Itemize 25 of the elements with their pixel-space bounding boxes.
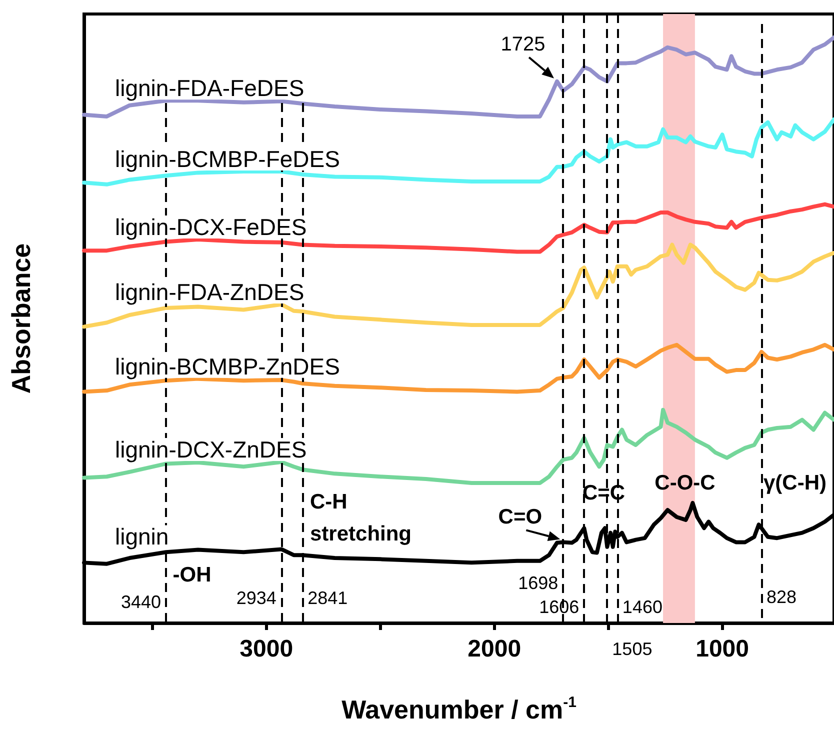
ref-line-label: 1460 (622, 597, 662, 617)
series-label: lignin-BCMBP-FeDES (115, 146, 340, 172)
series-label: lignin-FDA-FeDES (115, 75, 304, 102)
annotation: γ(C-H) (764, 472, 826, 494)
annotation: C=O (498, 506, 542, 529)
ref-line-label: 1698 (518, 573, 558, 593)
series-label: lignin-FDA-ZnDES (115, 278, 304, 305)
x-tick-label: 3000 (240, 636, 294, 662)
x-tick-label: 1000 (696, 636, 749, 662)
ref-line-label: 3440 (121, 592, 162, 612)
annotation: -OH (172, 564, 212, 586)
series-label: lignin-DCX-ZnDES (115, 436, 307, 462)
x-tick-label: 2000 (468, 636, 522, 662)
annotation: C-O-C (654, 472, 716, 494)
ref-line-label: 1606 (539, 597, 580, 617)
annotation: C-H stretching (310, 490, 412, 546)
ref-line-label: 2934 (236, 588, 276, 608)
series-label: lignin (115, 524, 169, 550)
series-label: lignin-DCX-FeDES (115, 214, 307, 240)
y-axis-title: Absorbance (6, 243, 36, 394)
ref-line-label: 828 (766, 587, 797, 607)
annotation: 1725 (500, 33, 546, 56)
series-label: lignin-BCMBP-ZnDES (115, 353, 340, 380)
ref-line-label: 2841 (308, 588, 348, 608)
ref-line-label: 1505 (612, 639, 652, 659)
